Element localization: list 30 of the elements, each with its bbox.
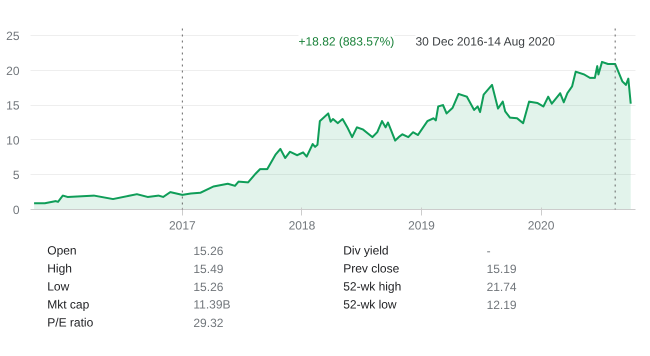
annotation: 30 Dec 2016-14 Aug 2020: [416, 34, 556, 48]
text: 52-wk low: [343, 298, 397, 312]
y-tick-label: 0: [12, 203, 20, 217]
text: 15.26: [193, 244, 224, 258]
y-tick-label: 5: [12, 168, 20, 182]
text: 15.49: [193, 262, 224, 276]
text: 15.19: [486, 262, 517, 276]
y-tick-label: 15: [6, 98, 20, 113]
x-tick-label: 2020: [528, 218, 555, 232]
text: Mkt cap: [47, 298, 90, 312]
y-tick-label: 20: [6, 64, 20, 78]
text: Div yield: [343, 244, 389, 258]
text: 21.74: [486, 280, 517, 294]
text: P/E ratio: [47, 316, 94, 330]
annotation: +18.82 (883.57%): [298, 34, 394, 48]
text: High: [47, 262, 72, 276]
x-tick-label: 2018: [288, 218, 316, 232]
y-tick-label: 25: [6, 28, 20, 43]
text: Open: [47, 244, 77, 258]
text: Prev close: [343, 262, 400, 276]
text: 15.26: [193, 280, 224, 294]
text: 29.32: [193, 316, 224, 330]
text: Low: [47, 280, 70, 294]
text: 11.39B: [193, 298, 231, 312]
text: 52-wk high: [343, 280, 402, 294]
x-tick-label: 2019: [408, 218, 436, 232]
text: 12.19: [486, 298, 517, 312]
text: -: [486, 244, 491, 258]
y-tick-label: 10: [6, 133, 20, 148]
x-tick-label: 2017: [169, 218, 196, 232]
